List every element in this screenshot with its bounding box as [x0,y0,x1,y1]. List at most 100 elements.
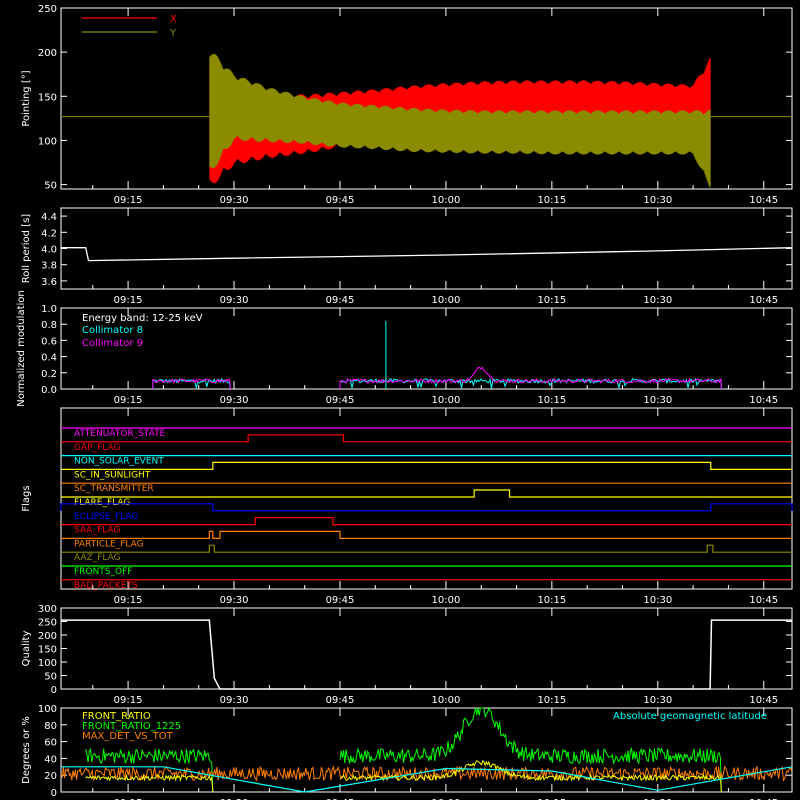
y-tick-label: 100 [38,136,57,147]
x-tick-label: 09:45 [326,798,355,800]
x-tick-label: 10:00 [432,695,461,706]
y-tick-label: 200 [38,48,57,59]
x-tick-label: 10:30 [643,195,672,206]
y-tick-label: 60 [44,738,57,749]
y-tick-label: 50 [44,181,57,192]
x-tick-label: 10:15 [537,695,566,706]
x-tick-label: 09:45 [326,195,355,206]
flag-line [61,544,792,553]
y-tick-label: 4.4 [41,212,57,223]
y-axis-label: Pointing [°] [21,70,32,126]
x-tick-label: 10:30 [643,295,672,306]
x-tick-label: 09:45 [326,395,355,406]
y-tick-label: 3.6 [41,277,57,288]
x-tick-label: 09:30 [220,595,249,606]
y-tick-label: 0.4 [41,353,57,364]
y-tick-label: 100 [38,658,57,669]
x-tick-label: 10:30 [643,695,672,706]
flag-label: NON_SOLAR_EVENT [74,457,164,467]
flag-line [61,434,792,443]
flag-line [61,461,792,470]
y-tick-label: 4.2 [41,228,57,239]
x-tick-label: 09:15 [114,195,143,206]
x-tick-label: 09:15 [114,295,143,306]
x-tick-label: 10:45 [749,295,778,306]
y-tick-label: 150 [38,645,57,656]
x-tick-label: 09:45 [326,595,355,606]
y-tick-label: 250 [38,4,57,15]
x-tick-label: 10:00 [432,295,461,306]
y-tick-label: 0.8 [41,320,57,331]
x-tick-label: 09:30 [220,395,249,406]
x-tick-label: 09:45 [326,695,355,706]
front-ratio-1225-line [85,706,722,793]
x-tick-label: 10:00 [432,595,461,606]
energy-band-annotation: Energy band: 12-25 keV [82,313,203,324]
y-tick-label: 50 [44,672,57,683]
y-tick-label: 0.0 [41,385,57,396]
y-tick-label: 1.0 [41,304,57,315]
panel-2-frame [60,307,793,390]
x-tick-label: 09:15 [114,395,143,406]
roll-period-line [61,247,793,262]
y-tick-label: 200 [38,631,57,642]
legend-label: X [170,14,177,25]
modulation-series-8 [152,377,722,390]
flag-label: GAP_FLAG [74,443,120,453]
panel-0-frame [60,7,793,190]
x-tick-label: 09:45 [326,295,355,306]
y-axis-label: Quality [21,631,32,667]
legend-label: Absolute geomagnetic latitude [613,711,767,722]
series-y-envelope [209,53,711,188]
y-tick-label: 20 [44,771,57,782]
legend-label: FRONT_RATIO [82,711,151,722]
x-tick-label: 09:15 [114,595,143,606]
x-tick-label: 10:00 [432,195,461,206]
x-tick-label: 10:00 [432,395,461,406]
legend-label: Y [169,28,177,39]
flag-label: BAD_PACKETS [74,581,138,591]
y-tick-label: 100 [38,704,57,715]
x-tick-label: 10:30 [643,798,672,800]
x-tick-label: 10:00 [432,798,461,800]
panel-5-frame [60,707,793,793]
y-tick-label: 0.6 [41,336,57,347]
y-tick-label: 300 [38,604,57,615]
x-tick-label: 10:45 [749,695,778,706]
x-tick-label: 10:45 [749,798,778,800]
x-tick-label: 09:30 [220,695,249,706]
x-tick-label: 10:45 [749,195,778,206]
y-tick-label: 40 [44,754,57,765]
flag-label: SC_TRANSMITTER [74,484,154,494]
legend-label: Collimator 9 [82,338,143,349]
flag-line [60,503,793,512]
flag-label: SAA_FLAG [74,526,120,536]
x-tick-label: 10:45 [749,595,778,606]
y-tick-label: 3.8 [41,261,57,272]
pointing-series [61,53,792,188]
flag-label: AAZ_FLAG [74,553,121,563]
x-tick-label: 10:15 [537,295,566,306]
x-tick-label: 10:15 [537,798,566,800]
x-tick-label: 10:15 [537,595,566,606]
y-axis-label: Flags [21,485,32,511]
panel-3-frame [60,407,793,590]
y-axis-label: Degrees or % [21,716,32,784]
x-tick-label: 09:30 [220,798,249,800]
y-tick-label: 0 [51,788,57,799]
x-tick-label: 09:15 [114,798,143,800]
legend-label: MAX_DET_VS_TOT [82,731,174,742]
x-tick-label: 10:45 [749,395,778,406]
y-axis-label: Roll period [s] [21,214,32,283]
modulation-series-9 [152,366,722,390]
y-tick-label: 250 [38,618,57,629]
x-tick-label: 09:30 [220,195,249,206]
flag-label: ATTENUATOR_STATE [74,429,166,439]
front-ratio-line [85,759,722,793]
panel-1-frame [60,207,793,290]
flag-label: PARTICLE_FLAG [74,539,144,549]
legend-label: FRONT_RATIO_1225 [82,721,181,732]
y-axis-label: Normalized modulation [16,290,27,407]
x-tick-label: 09:30 [220,295,249,306]
